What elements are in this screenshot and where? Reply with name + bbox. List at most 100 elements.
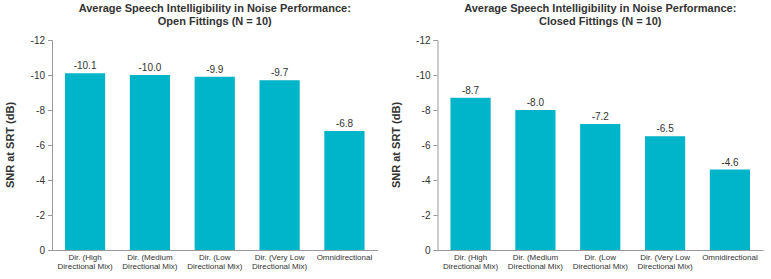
x-tick: Dir. (MediumDirectional Mix) — [122, 250, 177, 271]
data-label: -4.6 — [721, 157, 739, 168]
y-axis-title: SNR at SRT (dB) — [390, 102, 402, 189]
y-axis-line — [434, 41, 439, 251]
y-tick-mark — [434, 75, 438, 76]
bars — [450, 98, 750, 250]
data-label: -7.2 — [592, 111, 610, 122]
x-tick: Dir. (LowDirectional Mix) — [187, 250, 242, 271]
data-labels: -8.7 -8.0 -7.2 -6.5 -4.6 — [462, 85, 739, 168]
plot-area: -8.7 -8.0 -7.2 -6.5 -4.6 -12 -10 -8 -6 -4 -2 0 Dir. … — [416, 35, 763, 271]
y-tick: -10 — [31, 70, 52, 81]
y-tick-label: 0 — [39, 245, 45, 256]
chart-panel: -8.7 -8.0 -7.2 -6.5 -4.6 -12 -10 -8 -6 -4 -2 0 Dir. … — [390, 2, 764, 271]
y-tick: -4 — [422, 175, 438, 186]
y-tick-mark — [48, 75, 52, 76]
bar — [645, 136, 685, 250]
bar — [259, 80, 299, 250]
x-tick-label: Dir. (MediumDirectional Mix) — [508, 253, 563, 271]
y-tick-mark — [434, 40, 438, 41]
x-tick: Dir. (Very LowDirectional Mix) — [252, 250, 307, 271]
data-label: -8.7 — [462, 85, 480, 96]
bar — [580, 124, 620, 250]
chart-title: Average Speech Intelligibility in Noise … — [464, 2, 736, 27]
y-axis-title: SNR at SRT (dB) — [4, 102, 16, 189]
x-tick: Dir. (HighDirectional Mix) — [58, 250, 113, 271]
y-tick-mark — [434, 215, 438, 216]
bar — [130, 75, 170, 250]
data-label: -6.5 — [656, 123, 674, 134]
bar — [515, 110, 555, 250]
y-tick-label: -4 — [422, 175, 431, 186]
x-axis-line — [438, 250, 764, 251]
bar — [450, 98, 490, 250]
y-tick-mark — [48, 145, 52, 146]
y-tick: -2 — [36, 210, 52, 221]
y-tick: -2 — [422, 210, 438, 221]
bar — [195, 77, 235, 250]
y-tick-mark — [48, 110, 52, 111]
x-tick: Omnidirectional — [317, 250, 373, 262]
bar — [710, 170, 750, 251]
x-tick-label: Omnidirectional — [317, 253, 373, 262]
y-tick: -12 — [416, 35, 437, 46]
y-tick-mark — [434, 145, 438, 146]
y-axis-line — [48, 41, 53, 251]
y-tick-mark — [48, 215, 52, 216]
y-tick-label: 0 — [425, 245, 431, 256]
chart-canvas: -10.1 -10.0 -9.9 -9.7 -6.8 -12 -10 -8 -6 -4 -2 0 Dir… — [0, 0, 771, 279]
x-axis: Dir. (HighDirectional Mix) Dir. (MediumDi… — [53, 250, 379, 271]
y-tick: 0 — [39, 245, 52, 256]
y-tick: -6 — [36, 140, 52, 151]
y-tick: 0 — [425, 245, 438, 256]
y-axis: -12 -10 -8 -6 -4 -2 0 — [416, 35, 438, 256]
y-tick-label: -12 — [416, 35, 431, 46]
x-tick-label: Dir. (Very LowDirectional Mix) — [252, 253, 307, 271]
x-tick: Dir. (Very LowDirectional Mix) — [638, 250, 693, 271]
x-axis-line — [53, 250, 379, 251]
bar — [324, 131, 364, 250]
y-tick: -8 — [36, 105, 52, 116]
y-tick-label: -2 — [36, 210, 45, 221]
data-label: -8.0 — [527, 97, 545, 108]
x-tick-label: Dir. (LowDirectional Mix) — [187, 253, 242, 271]
y-tick-label: -6 — [422, 140, 431, 151]
y-tick-label: -10 — [31, 70, 46, 81]
x-tick-label: Dir. (HighDirectional Mix) — [58, 253, 113, 271]
x-tick-label: Dir. (HighDirectional Mix) — [443, 253, 498, 271]
data-label: -9.7 — [271, 67, 289, 78]
x-tick-label: Dir. (MediumDirectional Mix) — [122, 253, 177, 271]
x-axis: Dir. (HighDirectional Mix) Dir. (MediumDi… — [438, 250, 764, 271]
bars — [65, 73, 365, 250]
y-tick-mark — [434, 250, 438, 251]
x-tick-label: Dir. (LowDirectional Mix) — [573, 253, 628, 271]
y-tick: -10 — [416, 70, 437, 81]
y-tick: -12 — [31, 35, 52, 46]
data-label: -6.8 — [336, 118, 354, 129]
y-tick: -4 — [36, 175, 52, 186]
y-tick-label: -10 — [416, 70, 431, 81]
y-tick-label: -8 — [422, 105, 431, 116]
y-tick-mark — [48, 40, 52, 41]
y-tick-mark — [48, 250, 52, 251]
y-tick-label: -12 — [31, 35, 46, 46]
x-tick: Omnidirectional — [702, 250, 758, 262]
y-tick-label: -2 — [422, 210, 431, 221]
y-axis: -12 -10 -8 -6 -4 -2 0 — [31, 35, 53, 256]
data-labels: -10.1 -10.0 -9.9 -9.7 -6.8 — [74, 60, 354, 129]
data-label: -10.0 — [139, 62, 162, 73]
y-tick: -8 — [422, 105, 438, 116]
y-tick: -6 — [422, 140, 438, 151]
x-tick: Dir. (LowDirectional Mix) — [573, 250, 628, 271]
x-tick-label: Dir. (Very LowDirectional Mix) — [638, 253, 693, 271]
chart-panel: -10.1 -10.0 -9.9 -9.7 -6.8 -12 -10 -8 -6 -4 -2 0 Dir… — [4, 2, 378, 271]
y-tick-label: -4 — [36, 175, 45, 186]
y-tick-label: -8 — [36, 105, 45, 116]
data-label: -9.9 — [206, 64, 224, 75]
bar — [65, 73, 105, 250]
data-label: -10.1 — [74, 60, 97, 71]
x-tick: Dir. (HighDirectional Mix) — [443, 250, 498, 271]
y-tick-label: -6 — [36, 140, 45, 151]
x-tick: Dir. (MediumDirectional Mix) — [508, 250, 563, 271]
y-tick-mark — [434, 110, 438, 111]
plot-area: -10.1 -10.0 -9.9 -9.7 -6.8 -12 -10 -8 -6 -4 -2 0 Dir… — [31, 35, 378, 271]
y-tick-mark — [434, 180, 438, 181]
